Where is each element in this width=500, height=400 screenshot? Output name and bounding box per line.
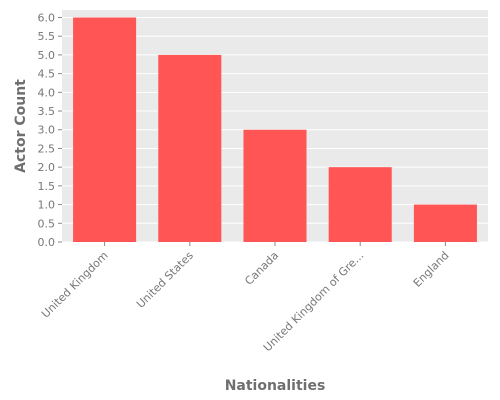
y-tick-label: 5.0 (38, 49, 56, 62)
y-tick-label: 6.0 (38, 11, 56, 24)
bar (328, 167, 392, 242)
bars (73, 17, 477, 242)
x-tick-label: United Kingdom of Gre... (261, 249, 366, 354)
y-tick-label: 0.0 (38, 236, 56, 249)
bar (413, 204, 477, 242)
x-axis-ticks: United Kingdom United States CanadaUnited … (39, 242, 452, 354)
y-tick-label: 2.0 (38, 161, 56, 174)
y-tick-label: 5.5 (38, 30, 56, 43)
y-tick-label: 2.5 (38, 142, 56, 155)
x-axis-title: Nationalities (225, 378, 326, 394)
bar (243, 129, 307, 242)
x-tick-label: United Kingdom (39, 249, 111, 321)
x-tick-label: Canada (242, 249, 281, 288)
y-tick-label: 4.0 (38, 86, 56, 99)
y-tick-label: 4.5 (38, 68, 56, 81)
y-axis-title: Actor Count (13, 79, 29, 173)
y-axis-ticks: 0.0 0.5 1.0 1.5 2.0 2.5 3.0 3.5 4.0 4.5 5.0 5.5 6.0 (38, 11, 62, 249)
y-tick-label: 3.0 (38, 124, 56, 137)
bar (158, 54, 222, 242)
y-tick-label: 3.5 (38, 105, 56, 118)
y-tick-label: 1.5 (38, 180, 56, 193)
x-tick-label: United States (134, 249, 196, 311)
y-tick-label: 1.0 (38, 199, 56, 212)
bar (73, 17, 137, 242)
x-tick-label: England (411, 249, 452, 290)
y-tick-label: 0.5 (38, 217, 56, 230)
